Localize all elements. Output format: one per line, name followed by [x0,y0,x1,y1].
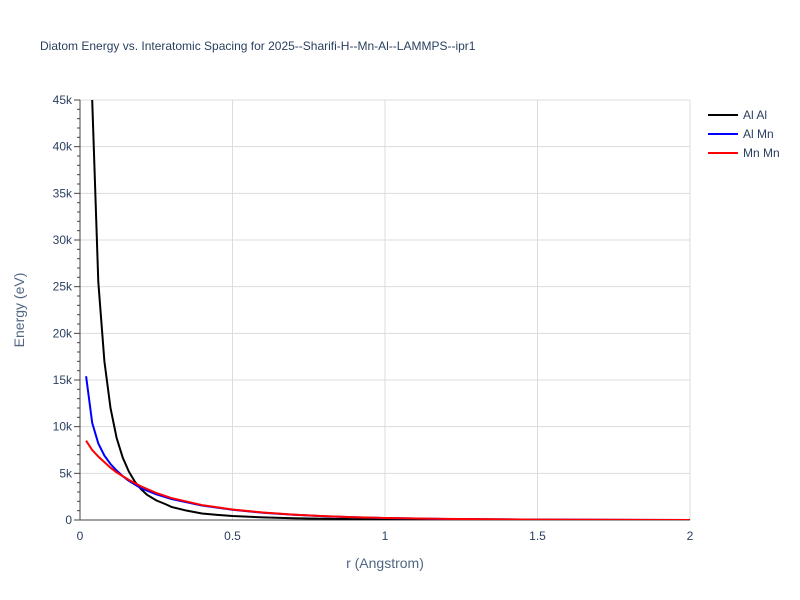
x-tick-label: 2 [687,529,694,543]
y-tick-label: 30k [53,233,73,247]
y-tick-label: 25k [53,280,73,294]
y-tick-label: 45k [53,93,73,107]
x-tick-label: 1.5 [529,529,546,543]
x-axis-title: r (Angstrom) [346,555,424,571]
series-line-al-al [91,100,690,520]
chart-title: Diatom Energy vs. Interatomic Spacing fo… [40,39,476,53]
legend-label: Al Mn [743,127,774,141]
legend-label: Mn Mn [743,146,780,160]
x-axis-ticks: 0 0.5 1 1.5 2 [77,529,694,543]
y-axis-ticks: 0 5k 10k 15k 20k 25k 30k 35k 40k 45k [53,93,73,527]
legend: Al Al Al Mn Mn Mn [708,108,780,160]
y-tick-label: 5k [59,466,73,480]
y-tick-label: 0 [65,513,72,527]
plot-area [85,100,690,520]
y-axis-title: Energy (eV) [11,273,27,348]
y-tick-label: 20k [53,326,73,340]
legend-label: Al Al [743,108,767,122]
series-line-mn-mn [85,440,690,520]
y-tick-label: 15k [53,373,73,387]
y-minor-ticks [74,99,690,521]
y-tick-label: 40k [53,140,73,154]
x-tick-label: 0.5 [224,529,241,543]
y-tick-label: 35k [53,186,73,200]
grid [80,99,691,520]
y-tick-label: 10k [53,420,73,434]
x-tick-label: 1 [382,529,389,543]
x-tick-label: 0 [77,529,84,543]
